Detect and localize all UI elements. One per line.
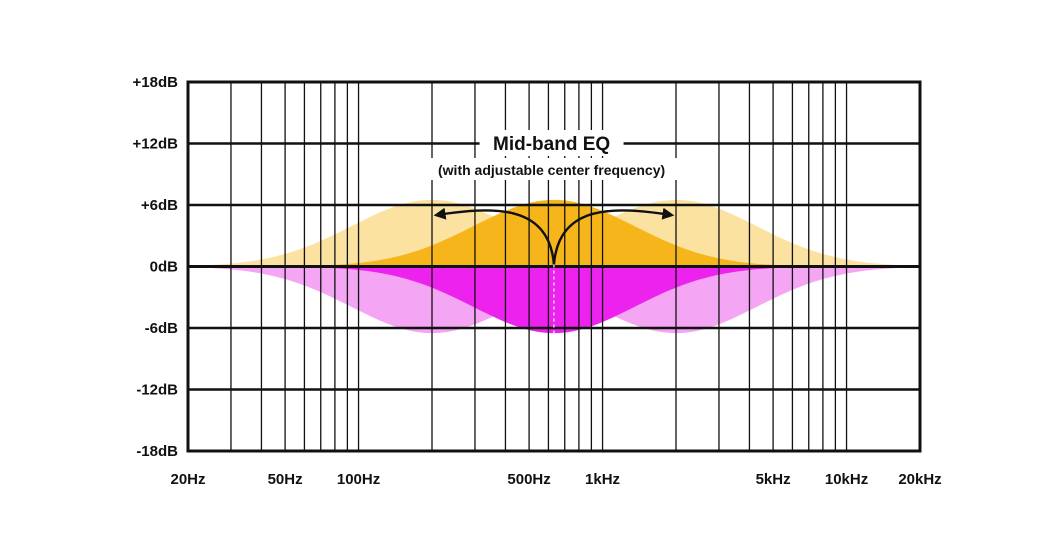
y-tick-label: -12dB [136,382,178,399]
arrow-right [552,207,675,265]
x-tick-label: 50Hz [268,471,303,488]
subtitle-background [401,158,702,180]
chart-title: Mid-band EQ [493,134,610,155]
arrow-left [433,207,556,265]
eq-curve-boost-1 [188,199,920,267]
y-tick-label: +12dB [133,136,179,153]
eq-curve-boost-2 [188,199,920,267]
y-tick-label: 0dB [150,259,179,276]
eq-curve-cut-4 [188,266,920,334]
eq-curve-cut-5 [188,266,920,334]
x-tick-label: 20Hz [170,471,205,488]
chart-subtitle: (with adjustable center frequency) [438,162,665,178]
x-tick-label: 20kHz [898,471,941,488]
x-tick-label: 500Hz [507,471,550,488]
y-tick-label: +6dB [141,197,178,214]
x-tick-label: 1kHz [585,471,620,488]
eq-curve-boost-0 [188,199,920,267]
y-tick-label: -18dB [136,443,178,460]
x-tick-label: 100Hz [337,471,380,488]
eq-curves [188,199,920,334]
plot-frame [186,80,922,453]
tick-labels: +18dB +12dB +6dB 0dB -6dB -12dB -18dB 20Hz 50Hz 1… [133,74,942,488]
chart-annotations: Mid-band EQ (with adjustable center frequ… [401,130,702,334]
eq-curve-cut-3 [188,266,920,334]
title-background [479,130,624,156]
y-tick-label: +18dB [133,74,179,91]
x-tick-label: 10kHz [825,471,868,488]
x-tick-label: 5kHz [756,471,791,488]
y-tick-label: -6dB [145,320,179,337]
